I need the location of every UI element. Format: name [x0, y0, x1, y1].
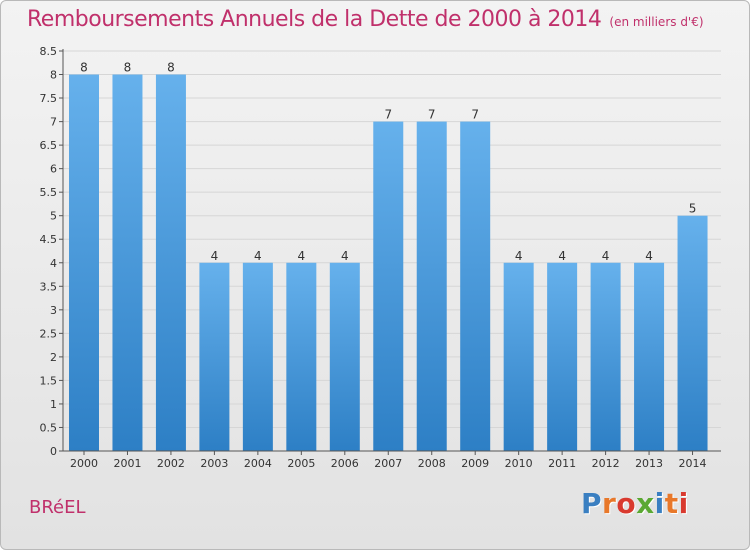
y-tick-label: 4 — [50, 257, 57, 270]
bar-2008 — [416, 121, 447, 452]
chart-subtitle: (en milliers d'€) — [609, 15, 704, 29]
bar-value-label-2000: 8 — [80, 61, 88, 75]
chart-title: Remboursements Annuels de la Dette de 20… — [27, 7, 704, 32]
chart-title-text: Remboursements Annuels de la Dette de 20… — [27, 7, 602, 32]
y-tick-label: 2 — [50, 351, 57, 364]
x-tick-label-2009: 2009 — [461, 457, 489, 470]
logo-letter: i — [678, 487, 689, 520]
y-tick-label: 0.5 — [40, 421, 58, 434]
bar-2007 — [373, 121, 404, 452]
logo-letter: i — [654, 487, 665, 520]
bar-value-label-2003: 4 — [211, 249, 219, 263]
y-tick-label: 1.5 — [40, 374, 58, 387]
bar-value-label-2005: 4 — [298, 249, 306, 263]
y-tick-label: 2.5 — [40, 327, 58, 340]
y-tick-label: 7 — [50, 116, 57, 129]
x-tick-label-2005: 2005 — [287, 457, 315, 470]
bar-2002 — [155, 74, 186, 451]
bar-2003 — [199, 262, 230, 451]
bar-value-label-2011: 4 — [558, 249, 566, 263]
x-tick-label-2001: 2001 — [113, 457, 141, 470]
bar-value-label-2012: 4 — [602, 249, 610, 263]
bar-2014 — [677, 215, 708, 451]
bar-2011 — [547, 262, 578, 451]
bar-value-label-2004: 4 — [254, 249, 262, 263]
x-tick-label-2004: 2004 — [244, 457, 272, 470]
y-tick-label: 5.5 — [40, 186, 58, 199]
bar-value-labels: 8 8 8 4 4 4 4 7 7 7 4 4 4 4 5 — [80, 61, 696, 263]
x-tick-label-2014: 2014 — [679, 457, 707, 470]
x-tick-label-2013: 2013 — [635, 457, 663, 470]
bar-value-label-2002: 8 — [167, 61, 175, 75]
x-tick-label-2010: 2010 — [505, 457, 533, 470]
y-tick-label: 6.5 — [40, 139, 58, 152]
bar-2006 — [329, 262, 360, 451]
y-tick-label: 0 — [50, 445, 57, 458]
x-tick-label-2011: 2011 — [548, 457, 576, 470]
logo-letter: r — [602, 487, 617, 520]
y-tick-label: 8.5 — [40, 45, 58, 58]
bars — [69, 74, 708, 452]
bar-value-label-2014: 5 — [689, 202, 697, 216]
bar-2012 — [590, 262, 621, 451]
logo-letter: x — [636, 487, 655, 520]
bar-value-label-2008: 7 — [428, 108, 436, 122]
y-tick-label: 1 — [50, 398, 57, 411]
y-tick-label: 6 — [50, 163, 57, 176]
x-tick-label-2007: 2007 — [374, 457, 402, 470]
bar-value-label-2009: 7 — [471, 108, 479, 122]
logo-letter: P — [581, 487, 603, 520]
x-tick-label-2006: 2006 — [331, 457, 359, 470]
bar-value-label-2010: 4 — [515, 249, 523, 263]
commune-name: BRéEL — [29, 497, 86, 518]
bar-value-label-2006: 4 — [341, 249, 349, 263]
x-tick-label-2012: 2012 — [592, 457, 620, 470]
bar-2005 — [286, 262, 317, 451]
x-tick-label-2002: 2002 — [157, 457, 185, 470]
bar-value-label-2007: 7 — [384, 108, 392, 122]
bar-value-label-2001: 8 — [124, 61, 132, 75]
logo-letter: t — [664, 487, 679, 520]
bar-value-label-2013: 4 — [645, 249, 653, 263]
x-tick-label-2008: 2008 — [418, 457, 446, 470]
y-tick-label: 7.5 — [40, 92, 58, 105]
bar-2001 — [112, 74, 143, 451]
bar-2000 — [69, 74, 99, 451]
y-tick-label: 3 — [50, 304, 57, 317]
y-tick-label: 3.5 — [40, 280, 58, 293]
bar-2010 — [503, 262, 534, 451]
bar-2004 — [242, 262, 273, 451]
y-tick-label: 5 — [50, 210, 57, 223]
x-tick-label-2000: 2000 — [70, 457, 98, 470]
y-axis-ticks: 0 0.5 1 1.5 2 2.5 3 3.5 4 4.5 5 5.5 6 6.5 7 7.5 8 8.5 — [40, 45, 63, 458]
x-tick-label-2003: 2003 — [200, 457, 228, 470]
x-axis-ticks: 2000 2001 2002 2003 2004 2005 2006 2007 2008 2009… — [70, 451, 707, 470]
logo-letter: o — [616, 487, 637, 520]
bar-2009 — [460, 121, 491, 452]
bar-2013 — [634, 262, 665, 451]
y-tick-label: 8 — [50, 69, 57, 82]
y-tick-label: 4.5 — [40, 233, 58, 246]
proxiti-logo[interactable]: Proxiti — [581, 487, 689, 520]
